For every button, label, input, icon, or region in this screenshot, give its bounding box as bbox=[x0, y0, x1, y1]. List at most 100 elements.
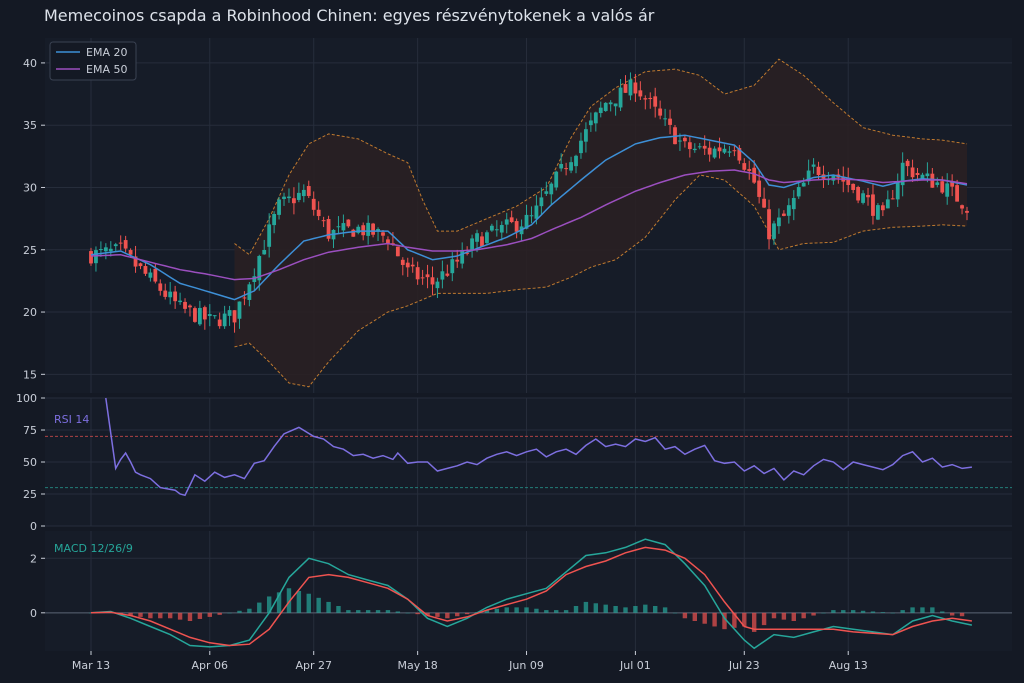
candle-body bbox=[475, 233, 479, 242]
candle bbox=[311, 191, 316, 216]
macd-histogram-bar bbox=[920, 607, 925, 613]
candle-body bbox=[940, 181, 945, 193]
candle bbox=[633, 74, 638, 102]
candle bbox=[301, 184, 306, 203]
candle bbox=[430, 266, 435, 296]
macd-histogram bbox=[88, 588, 965, 632]
candle-body bbox=[900, 162, 905, 186]
candle-body bbox=[588, 120, 593, 126]
candle bbox=[945, 173, 950, 205]
candle bbox=[569, 156, 573, 174]
candle-body bbox=[569, 162, 573, 171]
candle bbox=[381, 229, 385, 243]
candle-body bbox=[950, 181, 955, 187]
candle bbox=[178, 292, 182, 305]
candle bbox=[900, 152, 905, 197]
candle-body bbox=[747, 169, 752, 171]
candle bbox=[786, 198, 791, 224]
candle bbox=[470, 234, 474, 258]
candle bbox=[752, 160, 757, 184]
macd-histogram-bar bbox=[771, 612, 777, 619]
legend-label: EMA 50 bbox=[86, 63, 127, 76]
macd-histogram-bar bbox=[821, 612, 826, 614]
candle-body bbox=[143, 266, 148, 274]
candle bbox=[306, 180, 311, 199]
candle bbox=[613, 103, 618, 116]
ema50-line bbox=[90, 169, 968, 281]
candle bbox=[658, 100, 663, 120]
candle-body bbox=[786, 205, 791, 216]
candle-body bbox=[217, 319, 222, 327]
macd-histogram-bar bbox=[524, 607, 529, 613]
x-tick-label: Aug 13 bbox=[829, 659, 868, 672]
candle-body bbox=[207, 314, 212, 317]
candle-body bbox=[559, 164, 564, 169]
macd-histogram-bar bbox=[702, 612, 707, 624]
candle bbox=[153, 263, 158, 284]
candle bbox=[494, 220, 499, 237]
candle-body bbox=[183, 301, 187, 309]
candle bbox=[212, 315, 217, 319]
candle bbox=[623, 75, 628, 93]
candle-body bbox=[202, 307, 207, 320]
candle-body bbox=[866, 194, 870, 198]
candle bbox=[262, 239, 267, 255]
macd-histogram-bar bbox=[484, 610, 490, 613]
macd-histogram-bar bbox=[207, 612, 212, 617]
candle bbox=[584, 122, 588, 153]
candle-body bbox=[222, 313, 227, 327]
candle-body bbox=[653, 96, 658, 107]
macd-histogram-bar bbox=[138, 612, 143, 617]
candle bbox=[737, 144, 742, 164]
candle-body bbox=[178, 300, 182, 303]
candle-body bbox=[861, 193, 865, 203]
candle-body bbox=[777, 217, 781, 227]
macd-histogram-bar bbox=[573, 606, 579, 613]
macd-histogram-bar bbox=[870, 611, 876, 613]
candle bbox=[717, 137, 722, 159]
candle bbox=[188, 304, 192, 317]
candle bbox=[217, 312, 222, 329]
candle bbox=[292, 187, 296, 215]
candle-body bbox=[113, 244, 118, 247]
candle-body bbox=[603, 102, 608, 111]
candle bbox=[108, 241, 113, 257]
candle-body bbox=[514, 221, 519, 232]
macd-histogram-bar bbox=[563, 610, 569, 613]
candle-body bbox=[965, 210, 969, 213]
candle bbox=[885, 190, 890, 209]
candle-body bbox=[173, 291, 178, 302]
legend: EMA 20 EMA 50 bbox=[49, 41, 137, 81]
candle-body bbox=[628, 79, 633, 96]
candle-body bbox=[405, 262, 410, 268]
candle-body bbox=[811, 164, 816, 167]
candle bbox=[866, 187, 870, 206]
candle-body bbox=[846, 178, 851, 186]
candle bbox=[653, 87, 658, 118]
candle-body bbox=[98, 249, 103, 251]
candle-body bbox=[94, 250, 98, 264]
candle bbox=[237, 301, 242, 329]
candle bbox=[791, 190, 796, 221]
macd-histogram-bar bbox=[682, 612, 688, 619]
candle bbox=[747, 160, 752, 180]
candle bbox=[544, 181, 549, 196]
candle bbox=[410, 257, 415, 273]
candle bbox=[851, 183, 856, 194]
macd-histogram-bar bbox=[940, 611, 945, 613]
candle bbox=[871, 184, 875, 225]
candle bbox=[554, 170, 559, 191]
candle-body bbox=[895, 182, 900, 200]
candle-body bbox=[301, 189, 306, 197]
candle bbox=[168, 281, 173, 305]
candle bbox=[772, 220, 776, 245]
candle bbox=[133, 245, 138, 273]
candle bbox=[376, 227, 380, 241]
y-tick-label: 20 bbox=[23, 306, 37, 319]
candle bbox=[628, 72, 633, 101]
candle bbox=[94, 246, 98, 272]
macd-histogram-bar bbox=[672, 612, 678, 614]
candle-body bbox=[598, 107, 603, 114]
candle-body bbox=[717, 147, 722, 152]
y-tick-label: 25 bbox=[23, 244, 37, 257]
